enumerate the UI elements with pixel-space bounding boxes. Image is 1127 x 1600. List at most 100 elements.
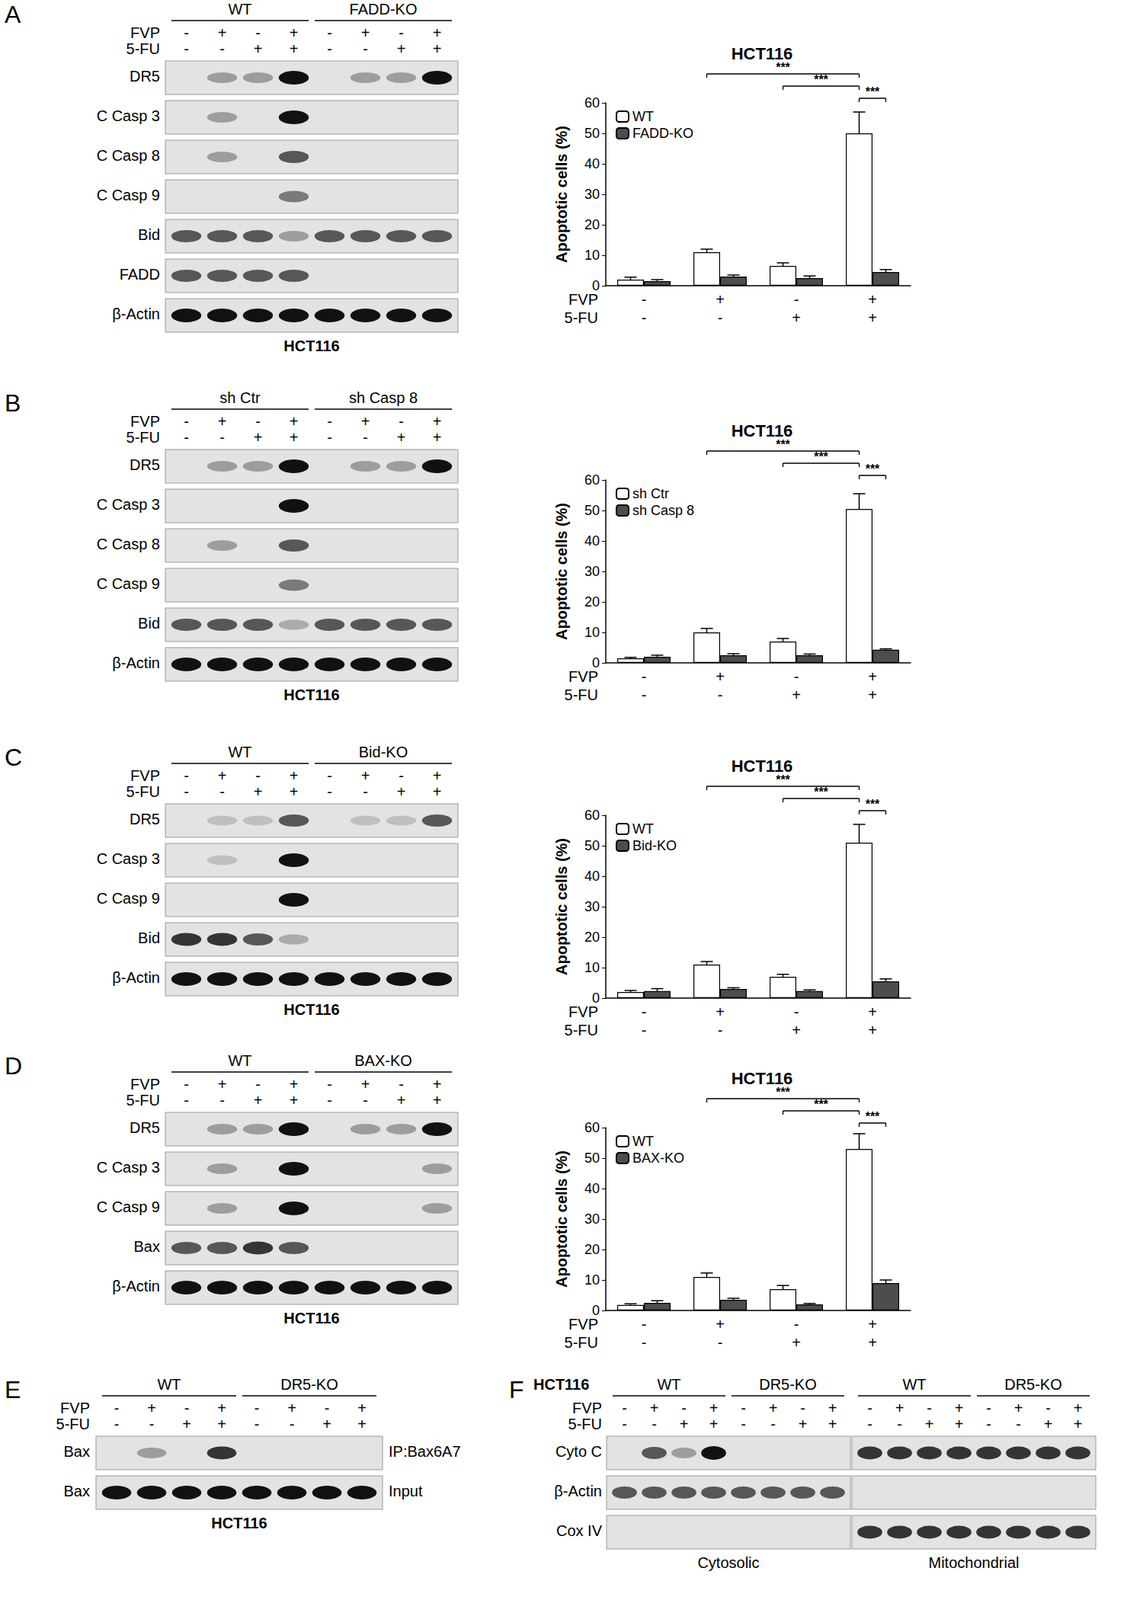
svg-text:-: - <box>183 24 189 42</box>
svg-text:WT: WT <box>632 1133 654 1150</box>
svg-text:+: + <box>715 1315 725 1333</box>
svg-text:-: - <box>255 413 261 430</box>
svg-text:-: - <box>289 1415 295 1433</box>
svg-text:FVP: FVP <box>130 767 161 785</box>
svg-text:+: + <box>217 767 228 785</box>
svg-text:***: *** <box>813 450 829 464</box>
svg-text:0: 0 <box>592 655 600 671</box>
svg-text:HCT116: HCT116 <box>283 686 340 704</box>
svg-text:+: + <box>217 1415 227 1433</box>
svg-text:+: + <box>361 24 371 42</box>
svg-text:5-FU: 5-FU <box>126 783 161 801</box>
svg-text:+: + <box>867 668 878 686</box>
svg-text:-: - <box>183 40 189 58</box>
svg-text:-: - <box>740 1415 746 1433</box>
svg-text:+: + <box>357 1399 367 1417</box>
svg-text:+: + <box>649 1399 660 1417</box>
svg-text:-: - <box>641 1334 647 1352</box>
svg-text:FVP: FVP <box>568 1315 599 1333</box>
svg-text:Bax: Bax <box>64 1443 90 1460</box>
svg-text:20: 20 <box>584 929 600 945</box>
svg-text:F: F <box>509 1376 525 1404</box>
svg-text:-: - <box>183 783 189 801</box>
svg-text:+: + <box>1014 1399 1024 1417</box>
svg-text:+: + <box>679 1415 689 1433</box>
svg-text:+: + <box>432 40 442 58</box>
svg-text:0: 0 <box>592 278 600 294</box>
svg-text:60: 60 <box>584 472 600 488</box>
svg-text:+: + <box>791 686 801 704</box>
svg-text:FVP: FVP <box>568 291 599 308</box>
svg-text:30: 30 <box>584 1211 600 1227</box>
svg-text:0: 0 <box>592 990 600 1006</box>
svg-text:+: + <box>289 1075 299 1093</box>
svg-text:+: + <box>954 1399 964 1417</box>
svg-text:+: + <box>289 40 299 58</box>
svg-text:-: - <box>255 1075 261 1093</box>
svg-text:FADD-KO: FADD-KO <box>349 0 418 18</box>
svg-text:DR5: DR5 <box>129 1119 161 1137</box>
svg-text:-: - <box>326 429 333 446</box>
svg-text:WT: WT <box>656 1376 681 1393</box>
svg-text:-: - <box>254 1399 260 1417</box>
svg-text:5-FU: 5-FU <box>568 1415 602 1433</box>
svg-text:***: *** <box>865 85 881 99</box>
svg-text:-: - <box>896 1415 903 1433</box>
svg-text:+: + <box>1043 1415 1054 1433</box>
svg-text:+: + <box>397 783 407 801</box>
svg-text:-: - <box>398 767 404 785</box>
svg-text:WT: WT <box>227 743 252 761</box>
svg-text:-: - <box>398 24 404 42</box>
svg-text:-: - <box>621 1399 628 1417</box>
svg-text:-: - <box>219 1091 225 1109</box>
svg-text:-: - <box>770 1415 776 1433</box>
svg-text:-: - <box>183 1091 189 1109</box>
svg-text:+: + <box>253 40 263 58</box>
svg-text:5-FU: 5-FU <box>564 1021 599 1039</box>
svg-text:C Casp 3: C Casp 3 <box>96 1159 161 1176</box>
svg-text:WT: WT <box>227 0 252 18</box>
svg-text:-: - <box>326 24 333 42</box>
svg-text:FADD-KO: FADD-KO <box>632 125 694 141</box>
svg-text:+: + <box>289 24 299 42</box>
svg-text:HCT116: HCT116 <box>283 337 340 355</box>
svg-text:C Casp 3: C Casp 3 <box>96 107 161 125</box>
svg-text:Cox IV: Cox IV <box>556 1522 603 1540</box>
svg-text:A: A <box>4 0 22 29</box>
svg-text:-: - <box>717 1021 724 1039</box>
svg-text:+: + <box>1073 1415 1083 1433</box>
svg-text:IP:Bax6A7: IP:Bax6A7 <box>388 1443 462 1460</box>
svg-text:-: - <box>740 1399 746 1417</box>
svg-text:FVP: FVP <box>568 1003 599 1021</box>
svg-text:+: + <box>432 1091 442 1109</box>
svg-text:+: + <box>867 1003 878 1021</box>
svg-text:+: + <box>709 1399 719 1417</box>
svg-text:10: 10 <box>584 247 600 263</box>
svg-text:C: C <box>4 743 23 772</box>
svg-text:Apoptotic cells (%): Apoptotic cells (%) <box>553 1150 570 1288</box>
svg-text:60: 60 <box>584 1120 600 1136</box>
svg-text:60: 60 <box>584 807 600 823</box>
svg-text:30: 30 <box>584 899 600 915</box>
svg-text:-: - <box>326 783 333 801</box>
svg-text:DR5-KO: DR5-KO <box>1004 1376 1063 1393</box>
svg-text:-: - <box>255 767 261 785</box>
svg-text:-: - <box>183 429 189 446</box>
svg-text:-: - <box>219 429 225 446</box>
svg-text:30: 30 <box>584 563 600 580</box>
svg-text:-: - <box>986 1399 992 1417</box>
svg-text:HCT116: HCT116 <box>211 1514 267 1532</box>
svg-text:50: 50 <box>584 125 600 141</box>
svg-text:-: - <box>641 1315 647 1333</box>
svg-text:WT: WT <box>632 108 654 125</box>
svg-text:+: + <box>361 413 371 430</box>
svg-text:+: + <box>709 1415 719 1433</box>
svg-text:-: - <box>326 767 333 785</box>
svg-text:+: + <box>217 24 228 42</box>
svg-text:30: 30 <box>584 186 600 202</box>
svg-text:FVP: FVP <box>130 1075 161 1093</box>
svg-text:40: 40 <box>584 868 600 884</box>
svg-text:sh Casp 8: sh Casp 8 <box>348 389 418 407</box>
svg-text:5-FU: 5-FU <box>126 429 161 446</box>
svg-text:+: + <box>867 686 878 704</box>
